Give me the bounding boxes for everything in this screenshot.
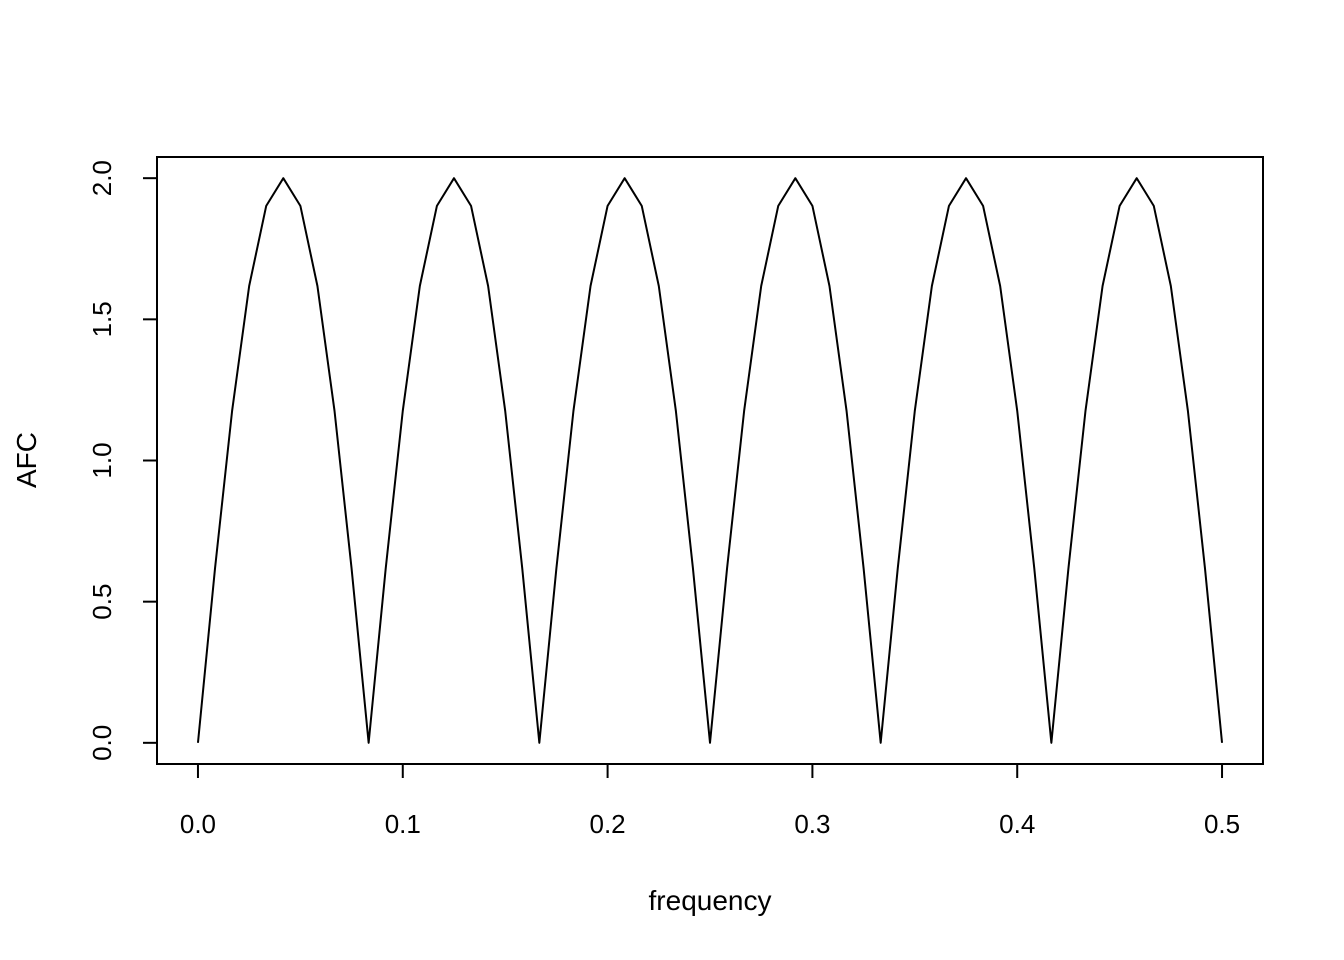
x-axis-label: frequency xyxy=(649,885,772,916)
x-tick-label: 0.1 xyxy=(385,809,421,839)
x-tick-label: 0.3 xyxy=(794,809,830,839)
y-tick-label: 2.0 xyxy=(87,160,117,196)
x-tick-label: 0.0 xyxy=(180,809,216,839)
plot-frame xyxy=(156,156,1264,765)
y-tick-label: 0.0 xyxy=(87,725,117,761)
y-tick-label: 1.0 xyxy=(87,442,117,478)
x-tick-label: 0.5 xyxy=(1204,809,1240,839)
x-tick-label: 0.4 xyxy=(999,809,1035,839)
x-tick-label: 0.2 xyxy=(590,809,626,839)
x-axis: 0.0 0.1 0.2 0.3 0.4 0.5 xyxy=(180,763,1240,839)
y-tick-label: 1.5 xyxy=(87,301,117,337)
y-tick-label: 0.5 xyxy=(87,584,117,620)
series-line xyxy=(196,177,1224,744)
y-axis: 0.0 0.5 1.0 1.5 2.0 xyxy=(87,160,158,761)
series-layer xyxy=(196,177,1224,744)
y-axis-label: AFC xyxy=(11,432,42,488)
